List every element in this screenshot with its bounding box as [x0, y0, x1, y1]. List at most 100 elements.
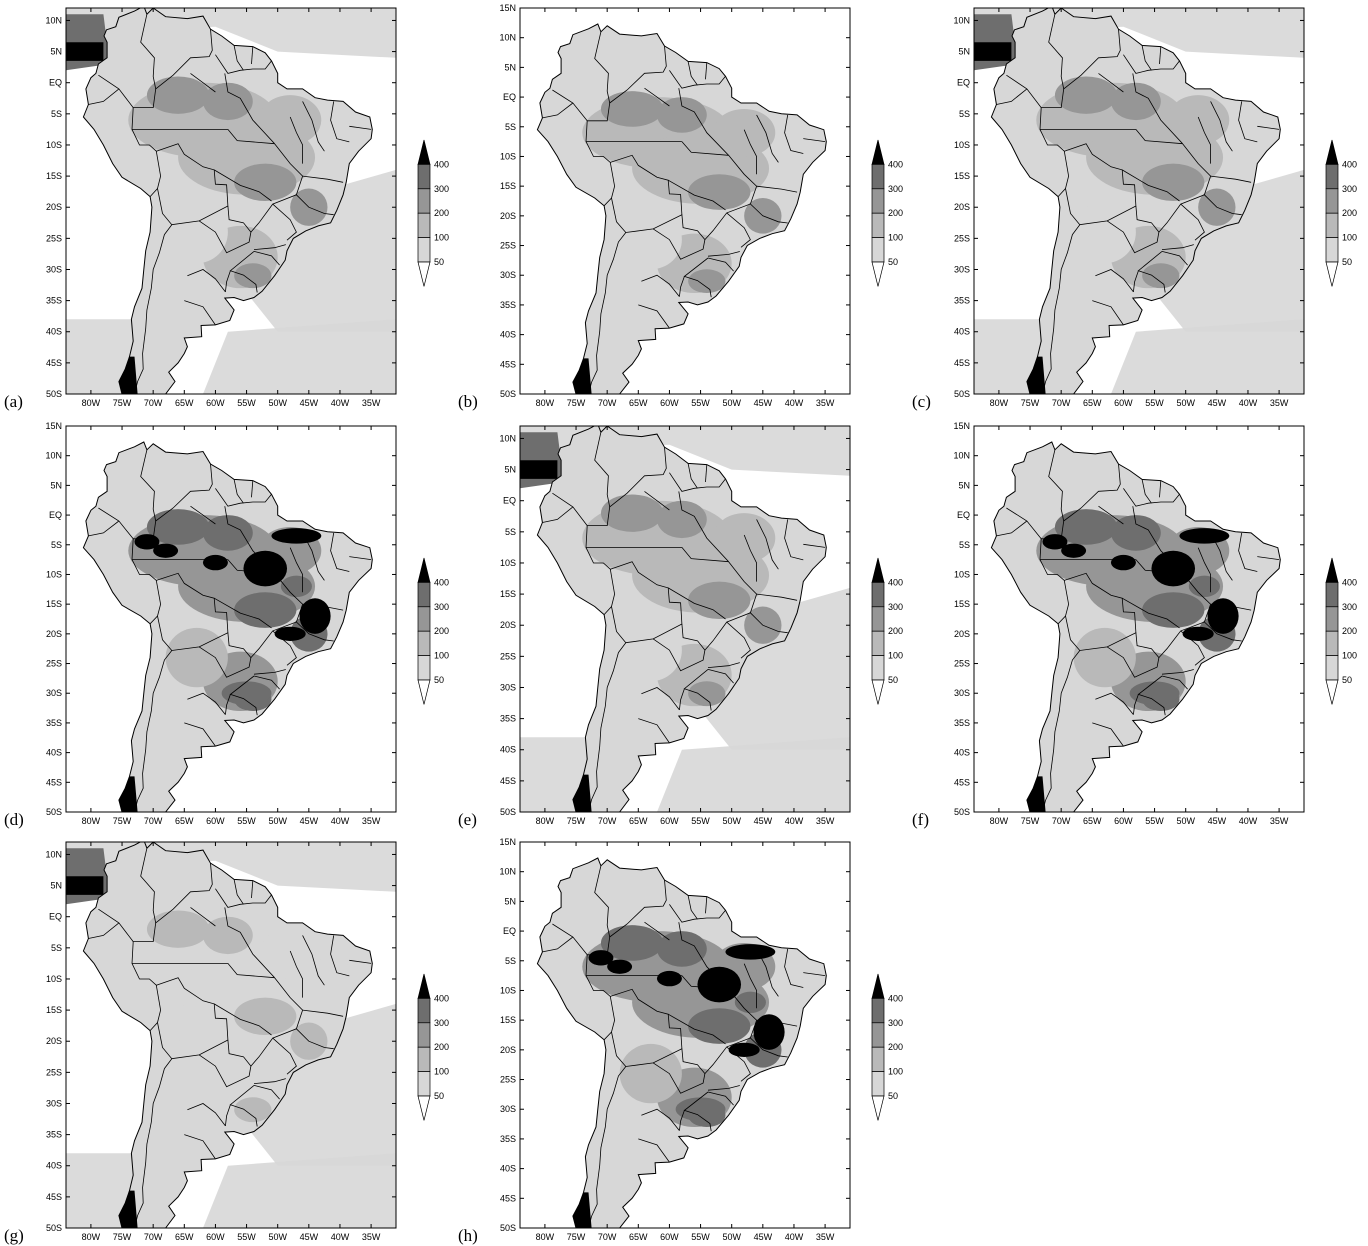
lat-tick-label: 20S [46, 202, 62, 212]
political-border [678, 491, 729, 562]
lat-tick-label: 20S [954, 202, 970, 212]
lon-tick-label: 80W [536, 1232, 555, 1242]
land-precip-shading [146, 509, 210, 545]
colorbar-tick-label: 300 [1342, 184, 1357, 194]
lon-tick-label: 65W [629, 1232, 648, 1242]
political-border [803, 138, 826, 142]
land-precip-shading [619, 209, 682, 270]
map-panel-h: 15N 10N 5N EQ 5S 10S 15S 20S 25S 30S 35S 40S 45S 50S 8… [454, 834, 903, 1246]
political-border [756, 1019, 798, 1027]
lat-tick-label: 10N [953, 451, 970, 461]
lon-tick-label: 80W [990, 816, 1009, 826]
colorbar-segment [871, 630, 885, 656]
colorbar-segment [417, 582, 431, 608]
lon-tick-label: 70W [144, 816, 163, 826]
political-border [1106, 205, 1160, 254]
colorbar-segment [871, 188, 885, 214]
political-border [750, 203, 788, 224]
lon-tick-label: 80W [536, 398, 555, 408]
political-border [668, 1013, 726, 1045]
colorbar-segment [417, 164, 431, 190]
map-panel-b: 15N 10N 5N EQ 5S 10S 15S 20S 25S 30S 35S 40S 45S 50S 8… [454, 0, 903, 412]
political-border [156, 143, 229, 226]
political-border [131, 14, 162, 197]
political-border [707, 1091, 734, 1106]
colorbar: 400 300 200 100 50 [871, 557, 903, 705]
political-border [1161, 675, 1188, 690]
political-border [1257, 125, 1280, 130]
political-border [678, 922, 729, 990]
lat-tick-label: 10S [500, 151, 516, 161]
land-precip-shading [146, 76, 210, 114]
political-border [1095, 692, 1134, 715]
land-precip-max [134, 534, 160, 550]
political-border [227, 129, 275, 145]
colorbar-segment [1325, 582, 1339, 608]
lat-tick-label: 10S [500, 985, 516, 995]
political-border [134, 224, 173, 394]
lat-tick-label: 50S [954, 389, 970, 399]
lon-tick-label: 40W [785, 816, 804, 826]
lon-tick-label: 40W [1239, 398, 1258, 408]
political-border [1135, 129, 1183, 145]
political-border [750, 1037, 788, 1058]
lon-tick-label: 50W [722, 1232, 741, 1242]
lon-tick-label: 40W [331, 816, 350, 826]
lat-tick-label: 50S [46, 1223, 62, 1233]
land-precip-shading [619, 1043, 682, 1104]
land-precip-shading [600, 91, 664, 127]
political-border [610, 988, 683, 1067]
political-border [190, 907, 216, 927]
coastline [536, 23, 827, 394]
panel-label: (h) [458, 1226, 478, 1245]
colorbar-segment [1325, 212, 1339, 238]
lat-tick-label: 40S [954, 748, 970, 758]
land-precip-max [728, 1042, 760, 1057]
colorbar-segment [871, 212, 885, 238]
colorbar-tick-label: 50 [434, 675, 444, 685]
political-border [131, 449, 162, 625]
land-precip-max [753, 1014, 785, 1050]
political-border [225, 270, 231, 292]
lat-tick-label: 25S [46, 1067, 62, 1077]
political-border [644, 921, 670, 941]
lon-tick-label: 35W [1270, 398, 1289, 408]
colorbar-tick-label: 400 [434, 577, 449, 587]
political-border [542, 506, 574, 523]
lon-tick-label: 55W [237, 398, 256, 408]
land-precip-shading [656, 97, 707, 133]
lat-tick-label: 25S [954, 233, 970, 243]
lat-tick-label: 10N [499, 867, 516, 877]
political-border [726, 621, 751, 659]
political-border [542, 102, 574, 119]
lon-tick-label: 65W [1083, 816, 1102, 826]
lat-tick-label: EQ [503, 926, 516, 936]
lat-tick-label: 50S [46, 389, 62, 399]
colorbar-segment [871, 655, 885, 681]
lat-tick-label: 20S [46, 1036, 62, 1046]
political-border [1238, 532, 1258, 572]
lat-tick-label: 5S [505, 122, 516, 132]
political-border [756, 114, 779, 163]
lon-tick-label: 70W [598, 1232, 617, 1242]
coastline [536, 857, 827, 1228]
lat-tick-label: 5N [504, 465, 516, 475]
political-border [272, 630, 297, 666]
political-border [1137, 675, 1166, 716]
political-border [253, 1085, 280, 1100]
political-border [156, 572, 229, 651]
map-panel-a: 10N 5N EQ 5S 10S 15S 20S 25S 30S 35S 40S 45S 50S 80W 7… [0, 0, 449, 412]
lon-tick-label: 55W [691, 1232, 710, 1242]
lat-tick-label: 45S [500, 1193, 516, 1203]
land-precip-shading [600, 494, 664, 532]
lon-tick-label: 65W [175, 816, 194, 826]
colorbar-tick-label: 200 [434, 626, 449, 636]
political-border [784, 519, 804, 561]
political-border [552, 89, 588, 122]
lon-tick-label: 60W [660, 398, 679, 408]
lon-tick-label: 70W [144, 1232, 163, 1242]
political-border [302, 1009, 344, 1017]
land-precip-max [243, 550, 288, 587]
colorbar-segment [871, 1022, 885, 1048]
land-precip-max [221, 681, 272, 706]
